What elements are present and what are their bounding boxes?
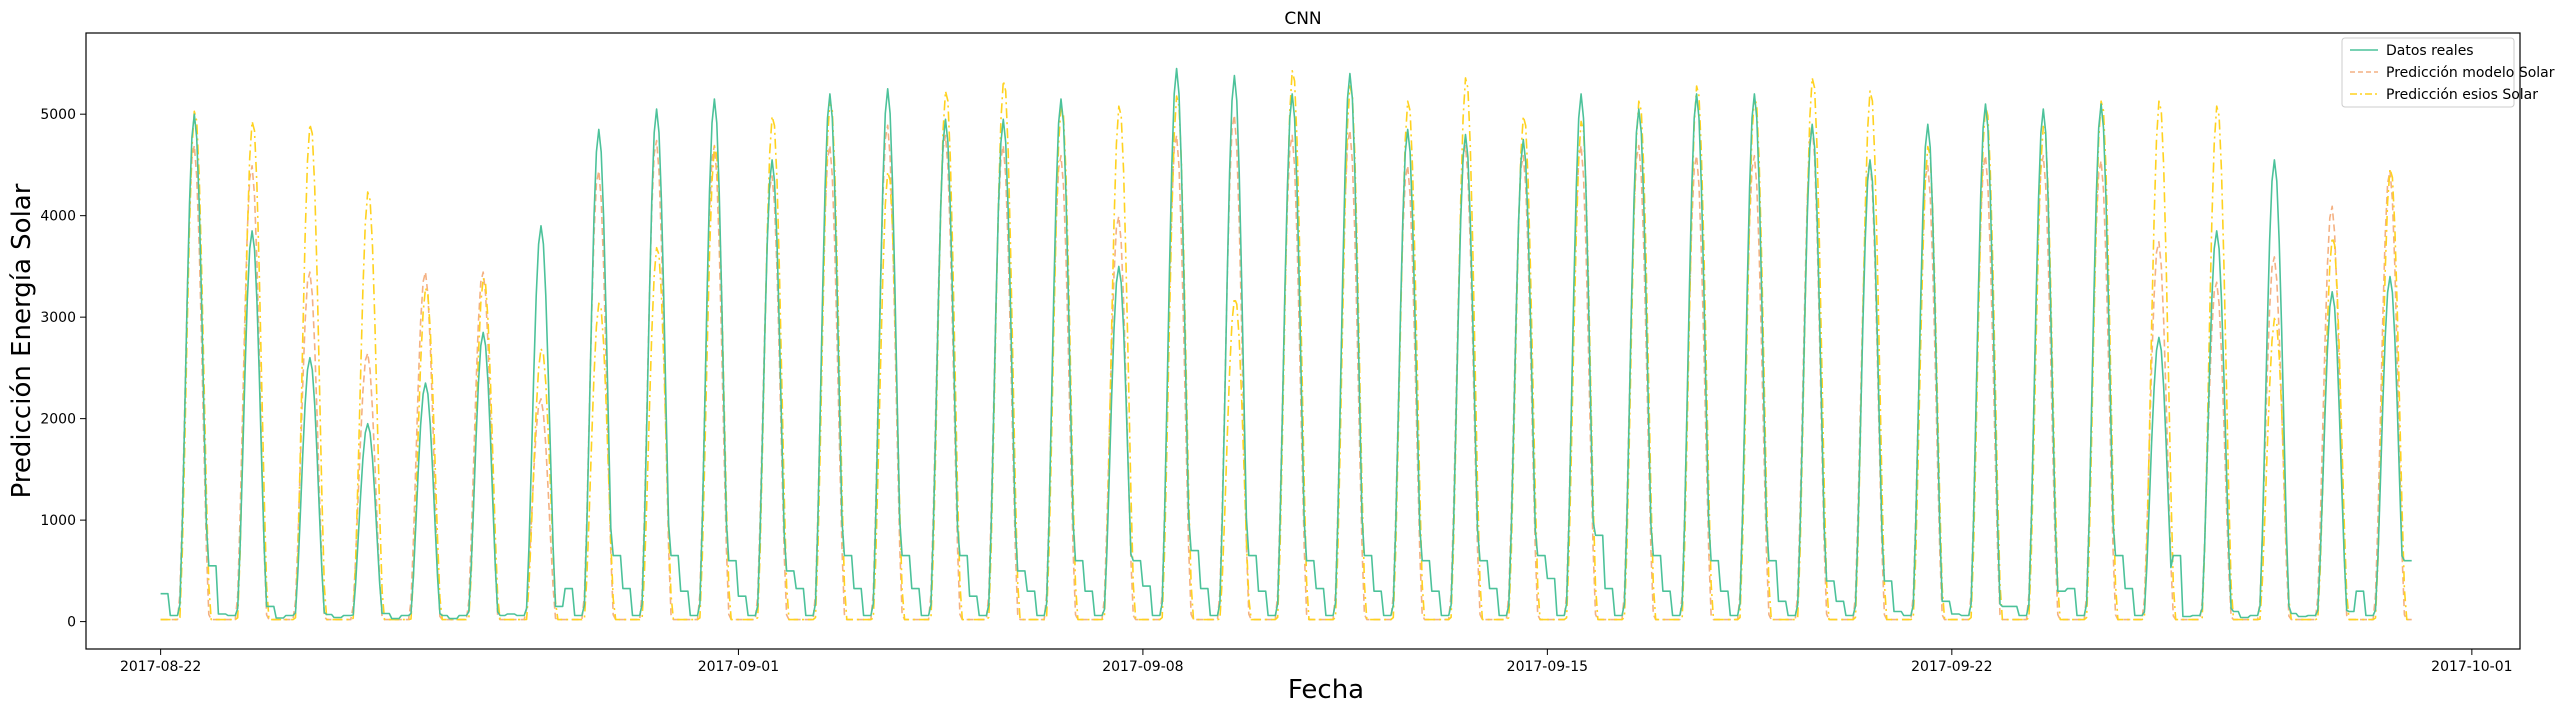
x-tick-label: 2017-09-15: [1507, 659, 1588, 675]
plot-frame: [85, 32, 2521, 650]
x-tick-label: 2017-08-22: [120, 659, 201, 675]
plot-background: [86, 33, 2520, 649]
series-layer: [160, 67, 2412, 621]
x-axis: 2017-08-22 2017-09-01 2017-09-08 2017-09-15…: [120, 649, 2513, 675]
y-tick-label: 0: [67, 615, 76, 631]
x-tick-label: 2017-09-22: [1911, 659, 1992, 675]
legend-label-prediccion-modelo: Predicción modelo Solar: [2386, 65, 2555, 81]
y-tick-label: 3000: [40, 310, 76, 326]
y-tick-label: 1000: [40, 513, 76, 529]
y-tick-label: 4000: [40, 209, 76, 225]
legend: Datos reales Predicción modelo Solar Pre…: [2341, 37, 2555, 108]
legend-box: [2341, 37, 2515, 108]
x-tick-label: 2017-10-01: [2431, 659, 2512, 675]
y-tick-label: 5000: [40, 107, 76, 123]
y-tick-label: 2000: [40, 412, 76, 428]
series-line-2: [160, 70, 2412, 621]
series-line-0: [160, 67, 2412, 620]
legend-label-datos-reales: Datos reales: [2386, 43, 2474, 59]
x-axis-title: Fecha: [1288, 675, 1364, 705]
x-tick-label: 2017-09-08: [1102, 659, 1183, 675]
x-tick-label: 2017-09-01: [698, 659, 779, 675]
legend-label-prediccion-esios: Predicción esios Solar: [2386, 87, 2538, 103]
y-axis-title: Predicción Energía Solar: [7, 183, 37, 498]
chart-title: CNN: [1284, 9, 1321, 29]
y-axis: 0 1000 2000 3000 4000 5000: [40, 107, 86, 631]
